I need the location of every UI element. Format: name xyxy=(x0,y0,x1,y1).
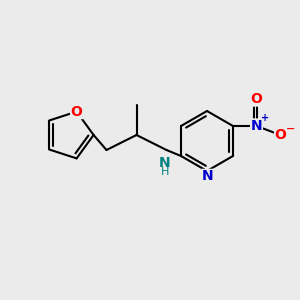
Text: −: − xyxy=(285,123,295,134)
Text: +: + xyxy=(261,112,269,123)
Text: N: N xyxy=(202,169,213,183)
Text: O: O xyxy=(71,105,82,118)
Text: O: O xyxy=(274,128,286,142)
Text: N: N xyxy=(251,119,262,133)
Text: O: O xyxy=(250,92,262,106)
Text: N: N xyxy=(159,156,171,170)
Text: H: H xyxy=(161,167,169,177)
